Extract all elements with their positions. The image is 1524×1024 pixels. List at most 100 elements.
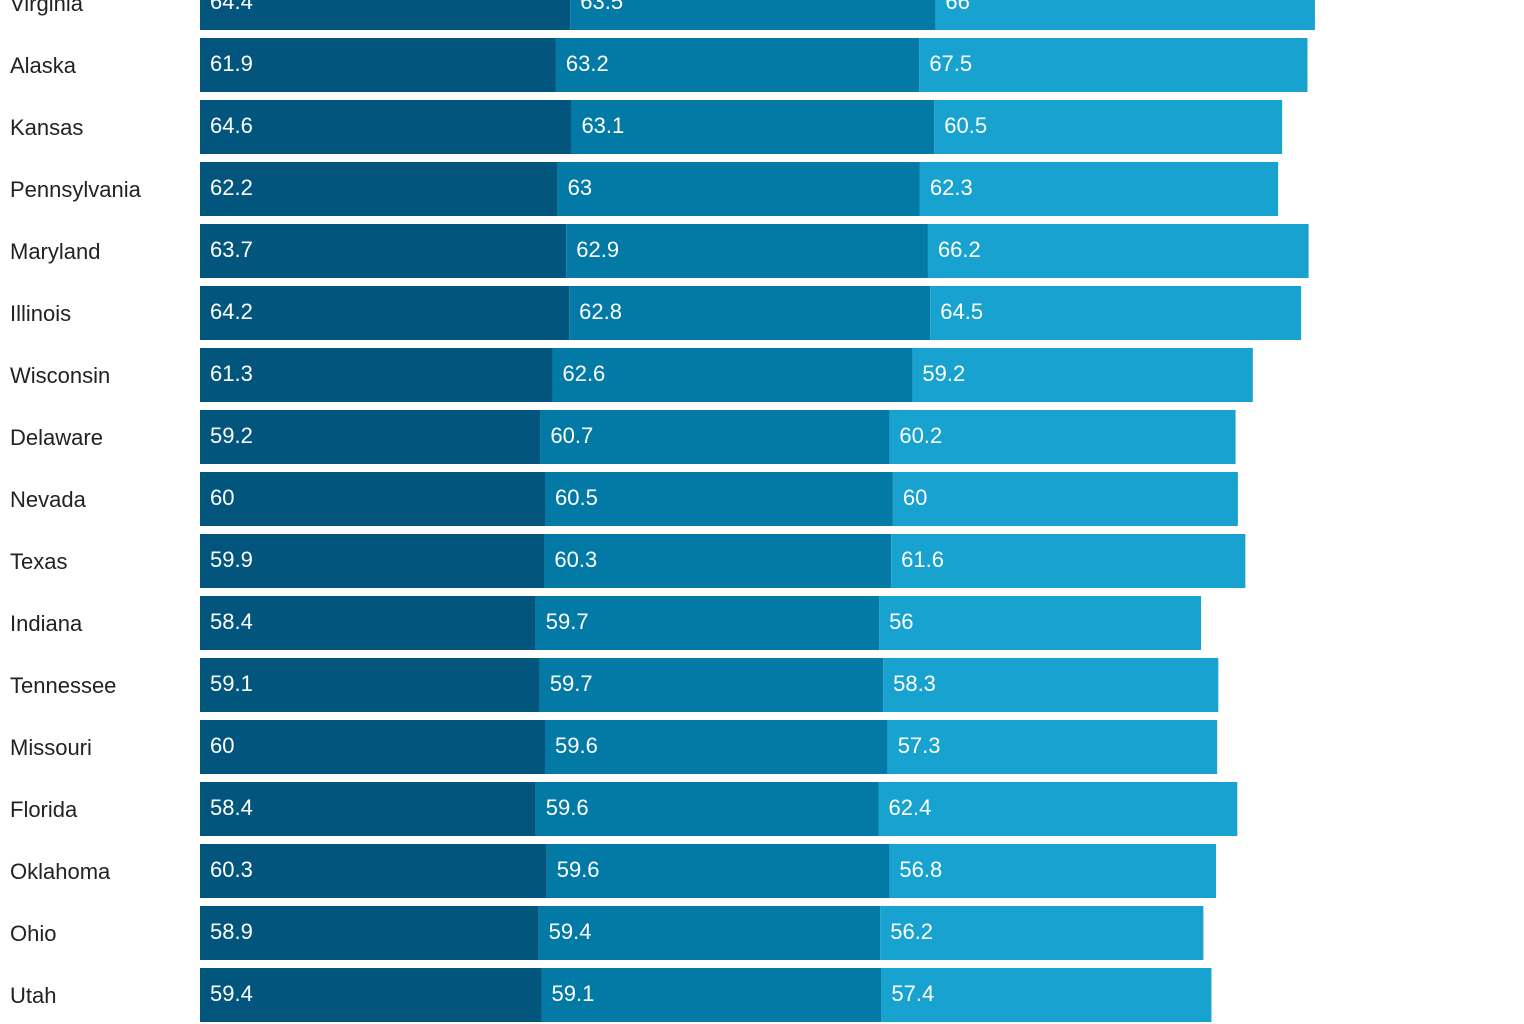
bar-segment-2 — [545, 720, 888, 774]
bar-segment-2 — [571, 100, 935, 154]
bar-segment-3 — [889, 844, 1217, 898]
data-label: 56.8 — [899, 857, 942, 882]
bar-segment-3 — [889, 410, 1236, 464]
data-label: 63.7 — [210, 237, 253, 262]
bar-segment-1 — [200, 472, 545, 526]
data-label: 60.5 — [944, 113, 987, 138]
data-label: 64.5 — [940, 299, 983, 324]
data-label: 60.2 — [899, 423, 942, 448]
bar-segment-1 — [200, 286, 570, 340]
bar-segment-2 — [546, 844, 890, 898]
category-label: Utah — [10, 983, 56, 1008]
bar-segment-1 — [200, 100, 572, 154]
data-label: 59.9 — [210, 547, 253, 572]
bar-segment-2 — [535, 782, 879, 836]
bar-segment-2 — [569, 286, 931, 340]
category-label: Nevada — [10, 487, 87, 512]
data-label: 59.2 — [210, 423, 253, 448]
data-label: 59.1 — [210, 671, 253, 696]
data-label: 66.2 — [938, 237, 981, 262]
data-label: 62.3 — [930, 175, 973, 200]
data-label: 58.3 — [893, 671, 936, 696]
category-label: Illinois — [10, 301, 71, 326]
data-label: 63.2 — [566, 51, 609, 76]
bar-segment-1 — [200, 596, 536, 650]
data-label: 62.6 — [562, 361, 605, 386]
bar-segment-2 — [555, 38, 920, 92]
category-label: Florida — [10, 797, 78, 822]
bar-segment-2 — [535, 596, 880, 650]
data-label: 60 — [903, 485, 927, 510]
bar-segment-1 — [200, 38, 556, 92]
data-label: 59.6 — [546, 795, 589, 820]
data-label: 60.3 — [554, 547, 597, 572]
bar-segment-3 — [887, 720, 1218, 774]
category-label: Oklahoma — [10, 859, 111, 884]
bar-segment-2 — [539, 658, 884, 712]
data-label: 63 — [568, 175, 592, 200]
bar-segment-2 — [557, 162, 920, 216]
data-label: 62.4 — [889, 795, 932, 820]
data-label: 59.6 — [555, 733, 598, 758]
data-label: 56.2 — [890, 919, 933, 944]
data-label: 64.6 — [210, 113, 253, 138]
bar-segment-3 — [891, 534, 1246, 588]
bar-segment-2 — [544, 534, 892, 588]
data-label: 64.2 — [210, 299, 253, 324]
data-label: 64.4 — [210, 0, 253, 14]
bar-segment-3 — [919, 162, 1279, 216]
data-label: 58.4 — [210, 795, 253, 820]
data-label: 60 — [210, 733, 234, 758]
bar-segment-3 — [927, 224, 1309, 278]
data-label: 58.4 — [210, 609, 253, 634]
category-label: Delaware — [10, 425, 103, 450]
data-label: 66 — [945, 0, 969, 14]
data-label: 61.9 — [210, 51, 253, 76]
bar-segment-2 — [538, 906, 881, 960]
data-label: 63.5 — [580, 0, 623, 14]
bar-segment-1 — [200, 0, 571, 30]
data-label: 60.7 — [550, 423, 593, 448]
bar-segment-1 — [200, 906, 539, 960]
category-label: Tennessee — [10, 673, 116, 698]
bar-segment-1 — [200, 658, 540, 712]
bar-segment-2 — [545, 472, 893, 526]
data-label: 62.8 — [579, 299, 622, 324]
bar-segment-1 — [200, 348, 553, 402]
category-label: Virginia — [10, 0, 84, 16]
category-label: Kansas — [10, 115, 83, 140]
category-label: Alaska — [10, 53, 77, 78]
bar-segment-3 — [892, 472, 1238, 526]
bar-segment-2 — [540, 410, 890, 464]
bar-segment-3 — [930, 286, 1302, 340]
bar-segment-3 — [879, 596, 1202, 650]
data-label: 59.7 — [550, 671, 593, 696]
bar-segment-2 — [552, 348, 913, 402]
bar-segment-3 — [935, 0, 1315, 30]
data-label: 57.3 — [898, 733, 941, 758]
bar-segment-3 — [912, 348, 1253, 402]
bar-segment-1 — [200, 534, 545, 588]
data-label: 57.4 — [891, 981, 934, 1006]
bar-segment-2 — [541, 968, 882, 1022]
data-label: 59.4 — [210, 981, 253, 1006]
data-label: 59.2 — [922, 361, 965, 386]
data-label: 59.7 — [546, 609, 589, 634]
data-label: 67.5 — [929, 51, 972, 76]
category-label: Indiana — [10, 611, 83, 636]
bar-segment-1 — [200, 782, 536, 836]
category-label: Maryland — [10, 239, 100, 264]
data-label: 59.1 — [552, 981, 595, 1006]
category-label: Pennsylvania — [10, 177, 142, 202]
data-label: 62.9 — [576, 237, 619, 262]
data-label: 60.3 — [210, 857, 253, 882]
bar-segment-3 — [919, 38, 1308, 92]
bar-segment-1 — [200, 410, 541, 464]
bar-segment-1 — [200, 224, 567, 278]
category-label: Texas — [10, 549, 67, 574]
bar-segment-3 — [880, 906, 1204, 960]
data-label: 61.6 — [901, 547, 944, 572]
bar-segment-1 — [200, 720, 545, 774]
data-label: 59.4 — [549, 919, 592, 944]
data-label: 56 — [889, 609, 913, 634]
